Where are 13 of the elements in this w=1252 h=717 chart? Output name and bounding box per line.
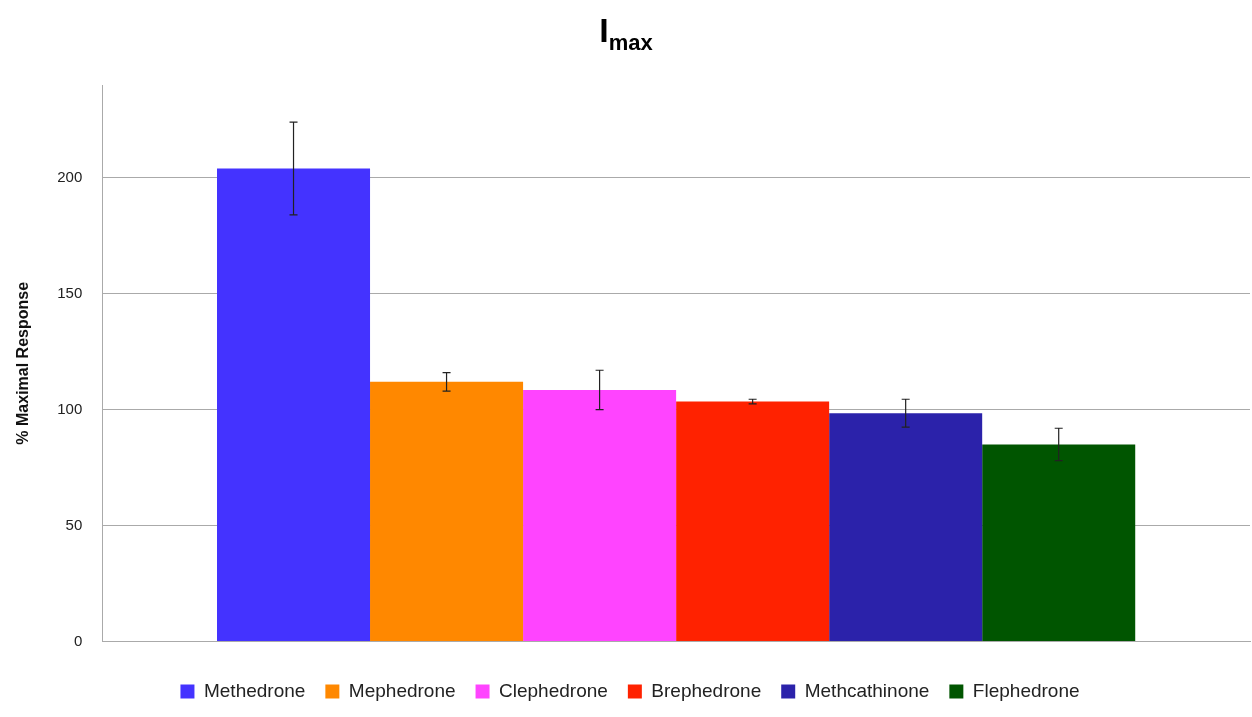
chart-title: I$_{max}$ (598, 10, 654, 56)
legend-label: Brephedrone (651, 679, 762, 701)
legend-label: Methedrone (203, 679, 306, 701)
y-tick-label: 200 (57, 167, 83, 185)
y-tick-label: 50 (65, 515, 83, 533)
legend-label: Methcathinone (804, 679, 930, 701)
legend-label: Mephedrone (348, 679, 456, 701)
y-tick-label: 150 (57, 283, 83, 301)
legend-label: Flephedrone (972, 679, 1080, 701)
legend-label: Clephedrone (499, 679, 608, 701)
y-axis-title: % Maximal Response (14, 281, 32, 445)
y-tick-label: 100 (57, 399, 83, 417)
y-tick-label: 0 (73, 631, 83, 649)
